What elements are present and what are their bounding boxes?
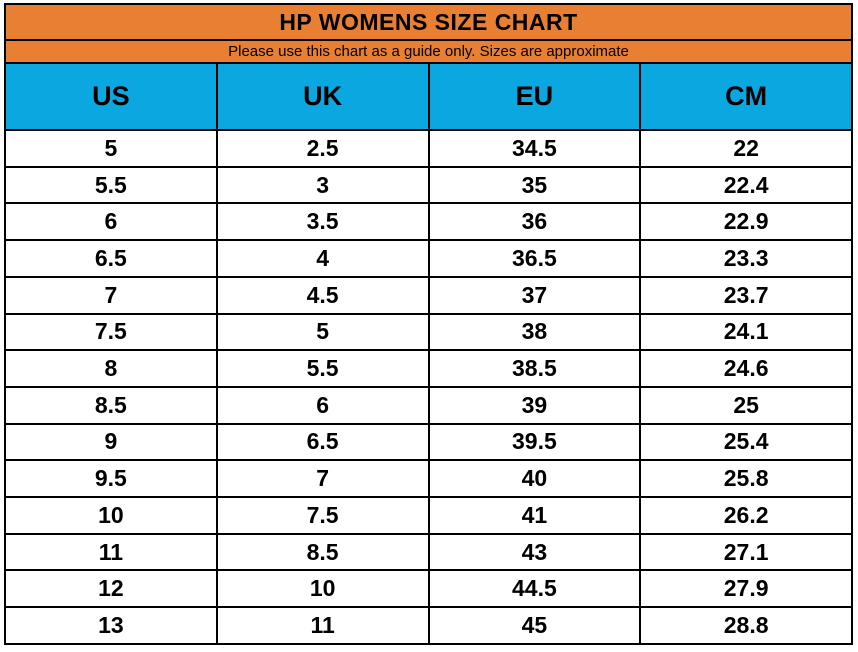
table-row: 13 11 45 28.8 bbox=[4, 606, 853, 645]
table-row: 5 2.5 34.5 22 bbox=[4, 129, 853, 168]
table-cell-cm: 23.3 bbox=[639, 239, 853, 278]
table-cell-us: 10 bbox=[4, 496, 218, 535]
table-cell-cm: 22.4 bbox=[639, 165, 853, 205]
table-row: 12 10 44.5 27.9 bbox=[4, 569, 853, 609]
table-cell-cm: 24.6 bbox=[639, 349, 853, 388]
table-cell-eu: 41 bbox=[427, 496, 642, 535]
table-cell-eu: 44.5 bbox=[427, 569, 642, 609]
table-cell-cm: 22.9 bbox=[639, 202, 853, 242]
table-row: 7.5 5 38 24.1 bbox=[4, 312, 853, 352]
table-cell-us: 6 bbox=[4, 202, 218, 242]
table-cell-cm: 22 bbox=[639, 129, 853, 168]
table-cell-us: 9 bbox=[4, 422, 218, 462]
table-cell-uk: 5 bbox=[215, 312, 430, 352]
table-cell-uk: 3 bbox=[215, 165, 430, 205]
table-row: 10 7.5 41 26.2 bbox=[4, 496, 853, 535]
table-cell-cm: 23.7 bbox=[639, 275, 853, 315]
table-cell-uk: 4.5 bbox=[215, 275, 430, 315]
table-cell-eu: 39.5 bbox=[427, 422, 642, 462]
table-cell-us: 9.5 bbox=[4, 459, 218, 499]
table-cell-uk: 6.5 bbox=[215, 422, 430, 462]
column-header-us: US bbox=[4, 62, 218, 131]
table-cell-us: 11 bbox=[4, 532, 218, 572]
table-cell-eu: 43 bbox=[427, 532, 642, 572]
table-cell-uk: 8.5 bbox=[215, 532, 430, 572]
table-cell-us: 7 bbox=[4, 275, 218, 315]
table-cell-eu: 39 bbox=[427, 385, 642, 425]
column-header-uk: UK bbox=[215, 62, 430, 131]
table-row: 6 3.5 36 22.9 bbox=[4, 202, 853, 242]
chart-subtitle: Please use this chart as a guide only. S… bbox=[4, 39, 853, 64]
table-cell-eu: 36 bbox=[427, 202, 642, 242]
table-cell-uk: 7.5 bbox=[215, 496, 430, 535]
table-cell-eu: 38.5 bbox=[427, 349, 642, 388]
table-cell-uk: 4 bbox=[215, 239, 430, 278]
table-cell-us: 8.5 bbox=[4, 385, 218, 425]
table-cell-uk: 5.5 bbox=[215, 349, 430, 388]
table-cell-cm: 27.9 bbox=[639, 569, 853, 609]
table-row: 9 6.5 39.5 25.4 bbox=[4, 422, 853, 462]
table-cell-eu: 38 bbox=[427, 312, 642, 352]
table-cell-uk: 7 bbox=[215, 459, 430, 499]
table-row: 7 4.5 37 23.7 bbox=[4, 275, 853, 315]
table-cell-uk: 11 bbox=[215, 606, 430, 645]
table-row: 6.5 4 36.5 23.3 bbox=[4, 239, 853, 278]
column-header-cm: CM bbox=[639, 62, 853, 131]
table-row: 8 5.5 38.5 24.6 bbox=[4, 349, 853, 388]
table-cell-eu: 34.5 bbox=[427, 129, 642, 168]
table-cell-cm: 26.2 bbox=[639, 496, 853, 535]
table-row: 5.5 3 35 22.4 bbox=[4, 165, 853, 205]
table-row: 9.5 7 40 25.8 bbox=[4, 459, 853, 499]
table-cell-eu: 35 bbox=[427, 165, 642, 205]
column-header-row: US UK EU CM bbox=[4, 62, 853, 131]
table-cell-uk: 2.5 bbox=[215, 129, 430, 168]
table-cell-cm: 27.1 bbox=[639, 532, 853, 572]
table-cell-cm: 25.8 bbox=[639, 459, 853, 499]
table-cell-cm: 25 bbox=[639, 385, 853, 425]
table-cell-us: 5 bbox=[4, 129, 218, 168]
table-cell-cm: 24.1 bbox=[639, 312, 853, 352]
table-cell-uk: 3.5 bbox=[215, 202, 430, 242]
column-header-eu: EU bbox=[427, 62, 642, 131]
table-cell-us: 8 bbox=[4, 349, 218, 388]
subtitle-row: Please use this chart as a guide only. S… bbox=[4, 39, 853, 64]
table-cell-us: 13 bbox=[4, 606, 218, 645]
table-cell-eu: 37 bbox=[427, 275, 642, 315]
chart-title: HP WOMENS SIZE CHART bbox=[4, 3, 853, 41]
table-row: 11 8.5 43 27.1 bbox=[4, 532, 853, 572]
table-cell-us: 5.5 bbox=[4, 165, 218, 205]
table-cell-eu: 40 bbox=[427, 459, 642, 499]
table-row: 8.5 6 39 25 bbox=[4, 385, 853, 425]
table-cell-cm: 25.4 bbox=[639, 422, 853, 462]
table-cell-us: 7.5 bbox=[4, 312, 218, 352]
table-cell-uk: 10 bbox=[215, 569, 430, 609]
table-cell-eu: 45 bbox=[427, 606, 642, 645]
table-cell-eu: 36.5 bbox=[427, 239, 642, 278]
size-chart-table: HP WOMENS SIZE CHART Please use this cha… bbox=[4, 3, 853, 645]
table-cell-cm: 28.8 bbox=[639, 606, 853, 645]
table-cell-us: 6.5 bbox=[4, 239, 218, 278]
title-row: HP WOMENS SIZE CHART bbox=[4, 3, 853, 41]
table-cell-us: 12 bbox=[4, 569, 218, 609]
table-cell-uk: 6 bbox=[215, 385, 430, 425]
